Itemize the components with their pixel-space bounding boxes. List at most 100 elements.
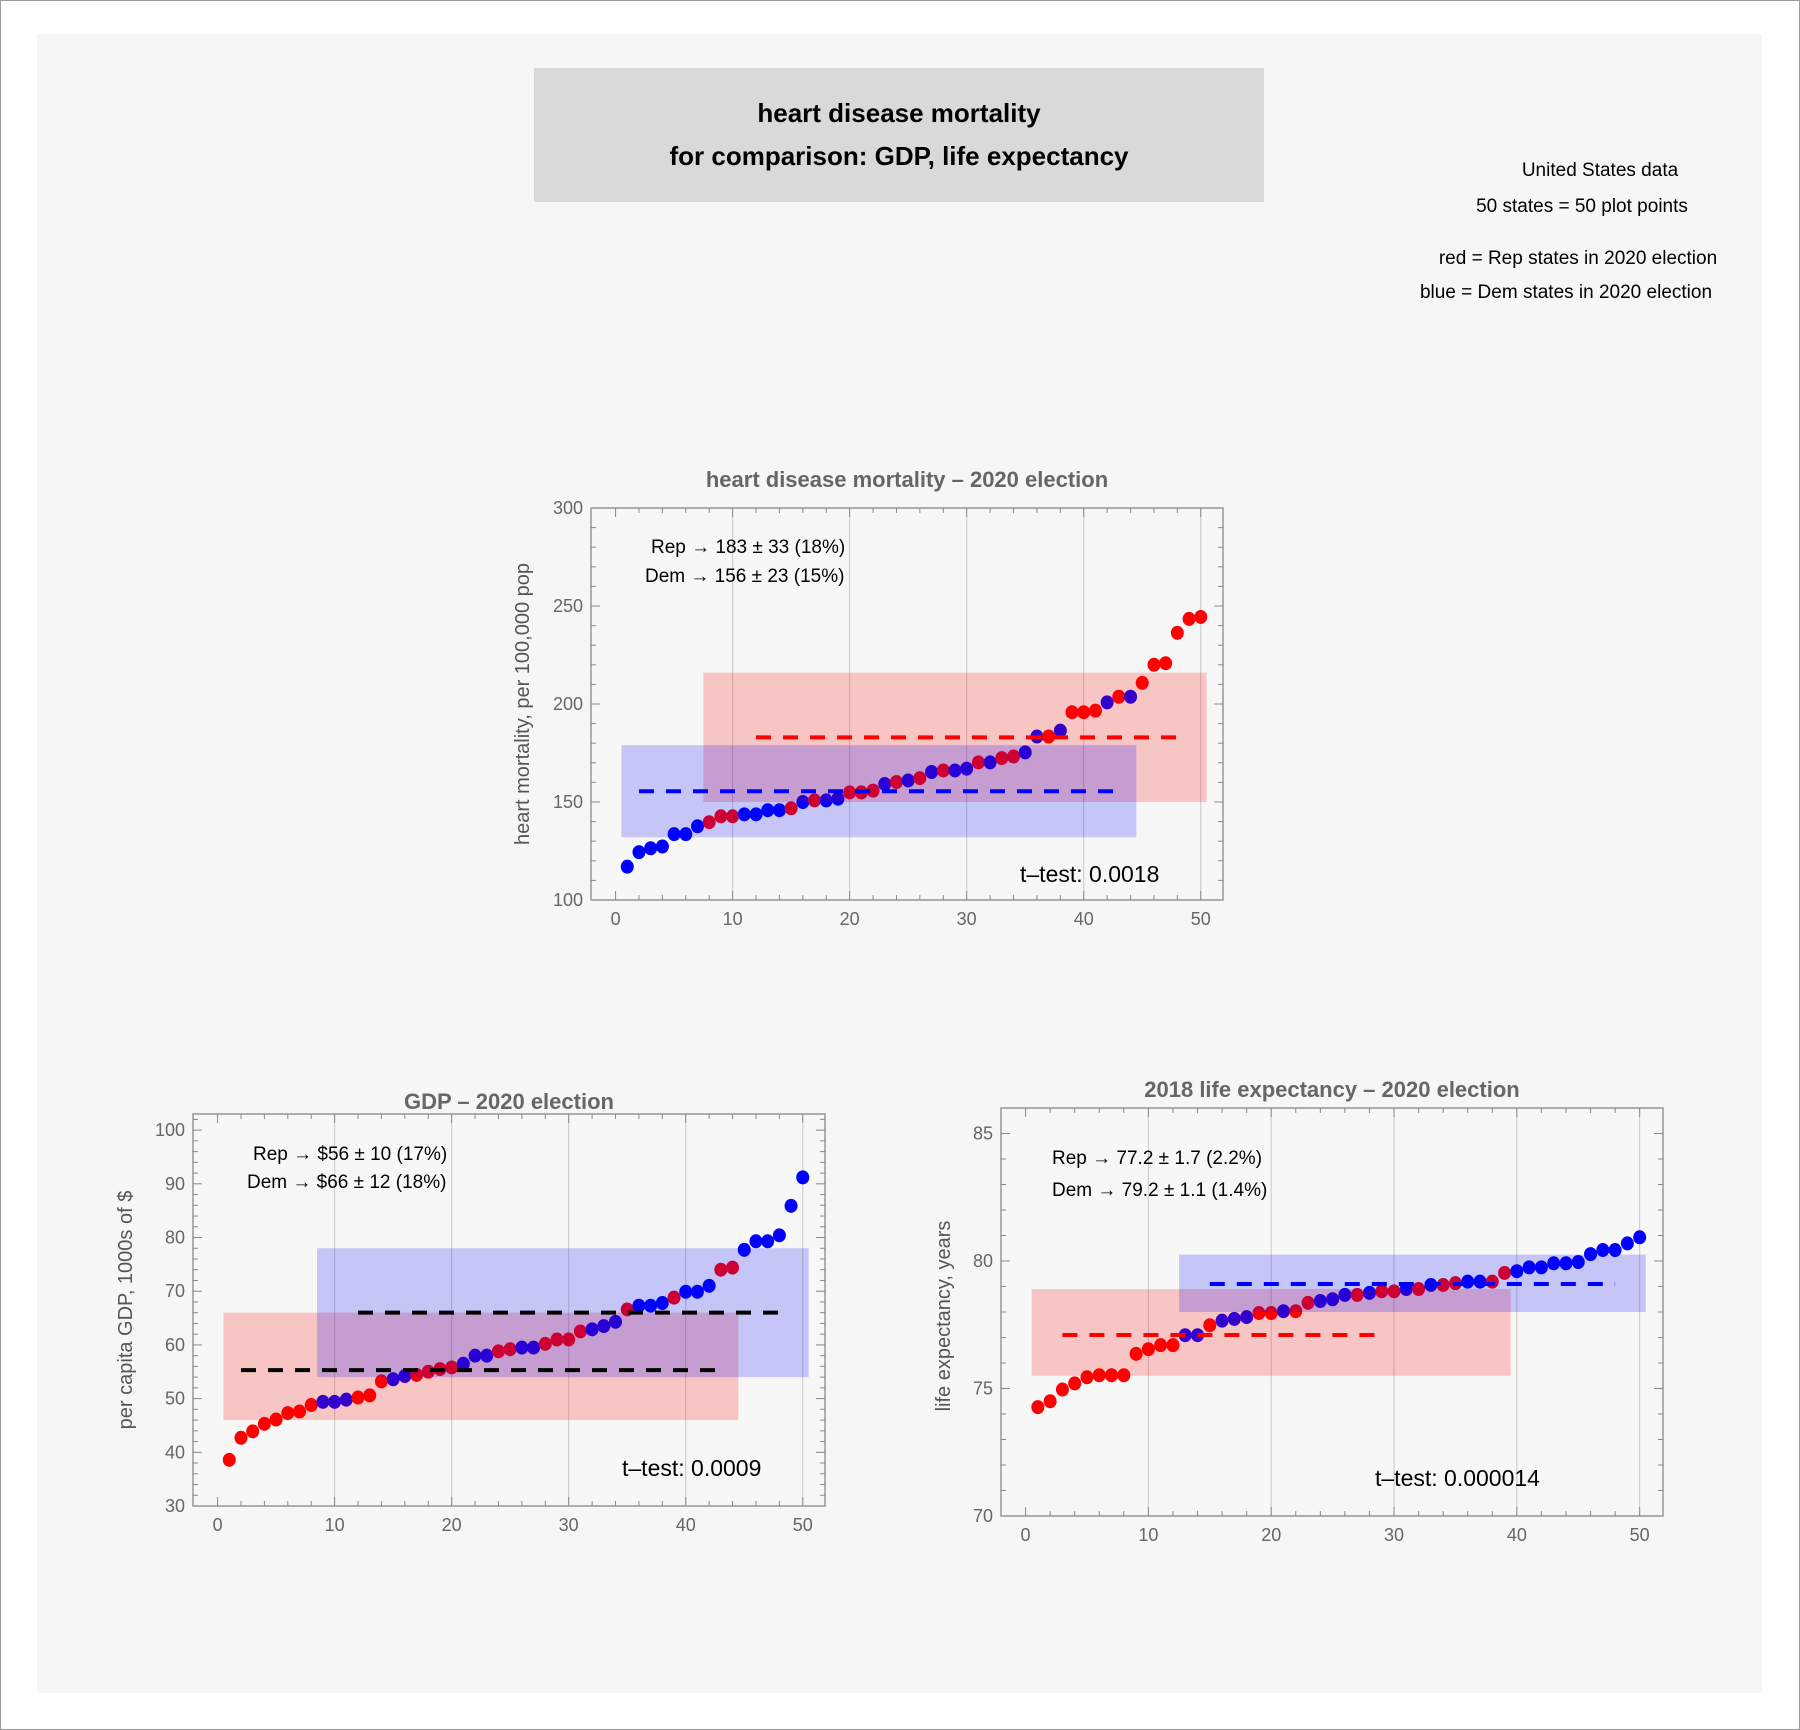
life-point-rep	[1043, 1394, 1057, 1409]
page-title-line-1: heart disease mortality	[757, 98, 1041, 128]
heart-y-tick-label: 300	[553, 498, 583, 518]
gdp-point-rep	[246, 1424, 260, 1439]
life-point-dem	[1534, 1260, 1548, 1275]
gdp-point-rep	[257, 1416, 271, 1431]
life-point-dem	[1559, 1256, 1573, 1271]
heart-point-dem	[667, 827, 681, 842]
heart-point-dem	[644, 841, 658, 856]
heart-point-rep	[1112, 689, 1126, 704]
gdp-y-tick-label: 50	[165, 1389, 185, 1409]
life-expectancy-plot-area: 0 10 20 30 40 50 70 75 80 85	[973, 1107, 1664, 1545]
gdp-chart: 0 10 20 30 40 50 30 40 50 60 70 80 90 100 GDP – 2020 …	[115, 1089, 826, 1535]
gdp-point-rep	[374, 1374, 388, 1389]
gdp-point-dem	[609, 1314, 623, 1329]
gdp-chart-ylabel: per capita GDP, 1000s of $	[115, 1191, 137, 1430]
heart-y-tick-label: 250	[553, 596, 583, 616]
gdp-point-rep	[363, 1388, 377, 1403]
legend-blue-dem: blue = Dem states in 2020 election	[1419, 282, 1713, 303]
gdp-point-dem	[585, 1322, 599, 1337]
life-x-tick-label: 20	[1261, 1525, 1281, 1545]
gdp-point-dem	[328, 1394, 342, 1409]
gdp-x-tick-label: 50	[793, 1515, 813, 1535]
heart-point-dem	[960, 761, 974, 776]
heart-point-dem	[620, 859, 634, 874]
gdp-point-dem	[749, 1234, 763, 1249]
gdp-point-rep	[491, 1344, 505, 1359]
gdp-point-dem	[316, 1394, 330, 1409]
gdp-point-dem	[480, 1348, 494, 1363]
gdp-point-dem	[761, 1234, 775, 1249]
life-y-tick-label: 85	[973, 1124, 993, 1144]
heart-point-dem	[1053, 723, 1067, 738]
gdp-point-dem	[690, 1284, 704, 1299]
gdp-dem-annotation: Dem → $66 ± 12 (18%)	[247, 1172, 446, 1193]
heart-point-dem	[632, 845, 646, 860]
heart-point-rep	[1159, 656, 1173, 671]
heart-chart-ylabel: heart mortality, per 100,000 pop	[512, 563, 534, 845]
life-point-rep	[1129, 1346, 1143, 1361]
life-point-dem	[1596, 1243, 1610, 1258]
heart-point-dem	[655, 839, 669, 854]
heart-point-rep	[1042, 729, 1056, 744]
heart-x-tick-label: 30	[957, 909, 977, 929]
gdp-point-rep	[726, 1260, 740, 1275]
life-point-rep	[1031, 1400, 1045, 1415]
heart-point-rep	[1170, 625, 1184, 640]
gdp-point-rep	[562, 1332, 576, 1347]
gdp-point-rep	[293, 1404, 307, 1419]
gdp-chart-title: GDP – 2020 election	[404, 1089, 614, 1114]
life-point-rep	[1289, 1304, 1303, 1319]
life-x-tick-label: 50	[1630, 1525, 1650, 1545]
heart-ttest-label: t–test: 0.0018	[1020, 861, 1159, 887]
life-point-dem	[1510, 1264, 1524, 1279]
life-plot-background	[1001, 1108, 1663, 1516]
gdp-point-dem	[339, 1392, 353, 1407]
gdp-rep-std-band	[223, 1312, 739, 1421]
gdp-plot-background	[193, 1114, 825, 1506]
gdp-x-tick-label: 0	[213, 1515, 223, 1535]
gdp-x-tick-label: 40	[676, 1515, 696, 1535]
life-point-rep	[1412, 1282, 1426, 1297]
gdp-plot-area: 0 10 20 30 40 50 30 40 50 60 70 80 90 100	[155, 1113, 826, 1535]
heart-y-tick-label: 100	[553, 890, 583, 910]
heart-y-tick-label: 150	[553, 792, 583, 812]
life-point-rep	[1387, 1284, 1401, 1299]
heart-point-rep	[913, 771, 927, 786]
heart-chart-title: heart disease mortality – 2020 election	[706, 467, 1108, 492]
gdp-point-rep	[550, 1332, 564, 1347]
life-point-dem	[1326, 1292, 1340, 1307]
gdp-y-tick-label: 30	[165, 1496, 185, 1516]
gdp-point-rep	[445, 1360, 459, 1375]
life-point-dem	[1547, 1256, 1561, 1271]
life-x-tick-label: 40	[1507, 1525, 1527, 1545]
heart-point-dem	[1018, 745, 1032, 760]
heart-point-rep	[784, 801, 798, 816]
heart-point-dem	[761, 803, 775, 818]
heart-point-rep	[995, 751, 1009, 766]
gdp-point-dem	[398, 1369, 412, 1384]
heart-point-dem	[925, 765, 939, 780]
heart-point-rep	[702, 815, 716, 830]
heart-point-dem	[737, 807, 751, 822]
gdp-point-dem	[772, 1228, 786, 1243]
gdp-point-dem	[702, 1278, 716, 1293]
heart-point-rep	[843, 785, 857, 800]
life-rep-annotation: Rep → 77.2 ± 1.7 (2.2%)	[1052, 1148, 1262, 1169]
life-point-rep	[1436, 1277, 1450, 1292]
gdp-point-rep	[538, 1336, 552, 1351]
gdp-plot-frame	[192, 1113, 826, 1507]
life-dem-annotation: Dem → 79.2 ± 1.1 (1.4%)	[1052, 1180, 1267, 1201]
info-us-data: United States data	[1521, 160, 1679, 181]
gdp-point-dem	[632, 1298, 646, 1313]
gdp-x-tick-label: 30	[559, 1515, 579, 1535]
life-point-rep	[1264, 1306, 1278, 1321]
life-point-dem	[1571, 1255, 1585, 1270]
heart-point-rep	[1065, 705, 1079, 720]
gdp-y-tick-label: 70	[165, 1281, 185, 1301]
heart-point-rep	[889, 775, 903, 790]
gdp-point-dem	[527, 1340, 541, 1355]
gdp-point-rep	[667, 1290, 681, 1305]
gdp-point-dem	[386, 1372, 400, 1387]
life-point-rep	[1375, 1284, 1389, 1299]
